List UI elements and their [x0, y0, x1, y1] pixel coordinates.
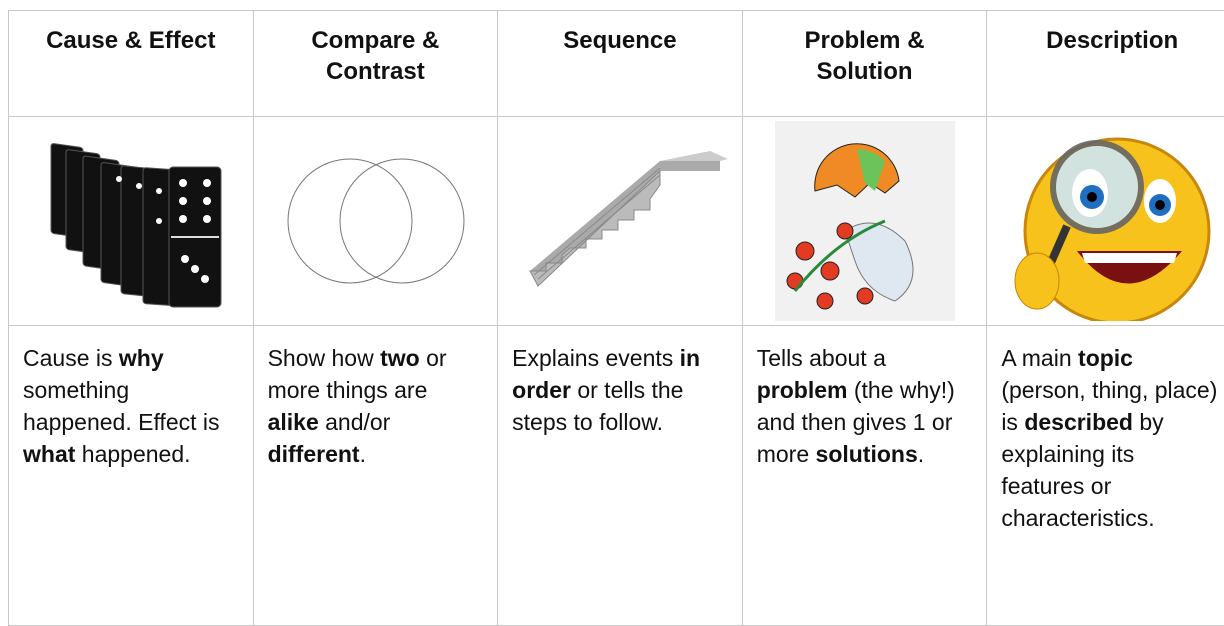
description-row: Cause is why something happened. Effect … [9, 326, 1224, 626]
header-cell: Sequence [498, 11, 743, 117]
text-structures-table: Cause & Effect Compare & Contrast Sequen… [8, 10, 1224, 626]
magnifier-emoji-image [992, 121, 1224, 321]
text-segment: . [360, 441, 366, 467]
text-segment: Explains events [512, 345, 679, 371]
image-cell [253, 117, 498, 326]
description-cell: Cause is why something happened. Effect … [9, 326, 254, 626]
bold-text: two [380, 345, 420, 371]
bold-text: solutions [816, 441, 918, 467]
text-segment: happened. [75, 441, 190, 467]
bold-text: different [268, 441, 360, 467]
bold-text: what [23, 441, 75, 467]
header-cell: Compare & Contrast [253, 11, 498, 117]
text-segment: Show how [268, 345, 381, 371]
header-cell: Problem & Solution [742, 11, 987, 117]
bold-text: problem [757, 377, 848, 403]
bold-text: described [1024, 409, 1133, 435]
header-row: Cause & Effect Compare & Contrast Sequen… [9, 11, 1224, 117]
dominoes-image [21, 121, 241, 321]
venn-diagram-image [265, 121, 485, 321]
header-cell: Cause & Effect [9, 11, 254, 117]
staircase-image [510, 121, 730, 321]
cracked-egg-image [775, 121, 955, 321]
header-cell: Description [987, 11, 1224, 117]
description-cell: Tells about a problem (the why!) and the… [742, 326, 987, 626]
bold-text: alike [268, 409, 319, 435]
text-segment: something happened. Effect is [23, 377, 220, 435]
bold-text: topic [1078, 345, 1133, 371]
image-cell [987, 117, 1224, 326]
description-cell: A main topic (person, thing, place) is d… [987, 326, 1224, 626]
bold-text: why [119, 345, 164, 371]
image-row [9, 117, 1224, 326]
text-segment: and/or [319, 409, 391, 435]
text-segment: Tells about a [757, 345, 886, 371]
text-segment: Cause is [23, 345, 119, 371]
description-cell: Explains events in order or tells the st… [498, 326, 743, 626]
text-segment: A main [1001, 345, 1078, 371]
description-cell: Show how two or more things are alike an… [253, 326, 498, 626]
image-cell [498, 117, 743, 326]
image-cell [742, 117, 987, 326]
text-segment: . [918, 441, 924, 467]
image-cell [9, 117, 254, 326]
